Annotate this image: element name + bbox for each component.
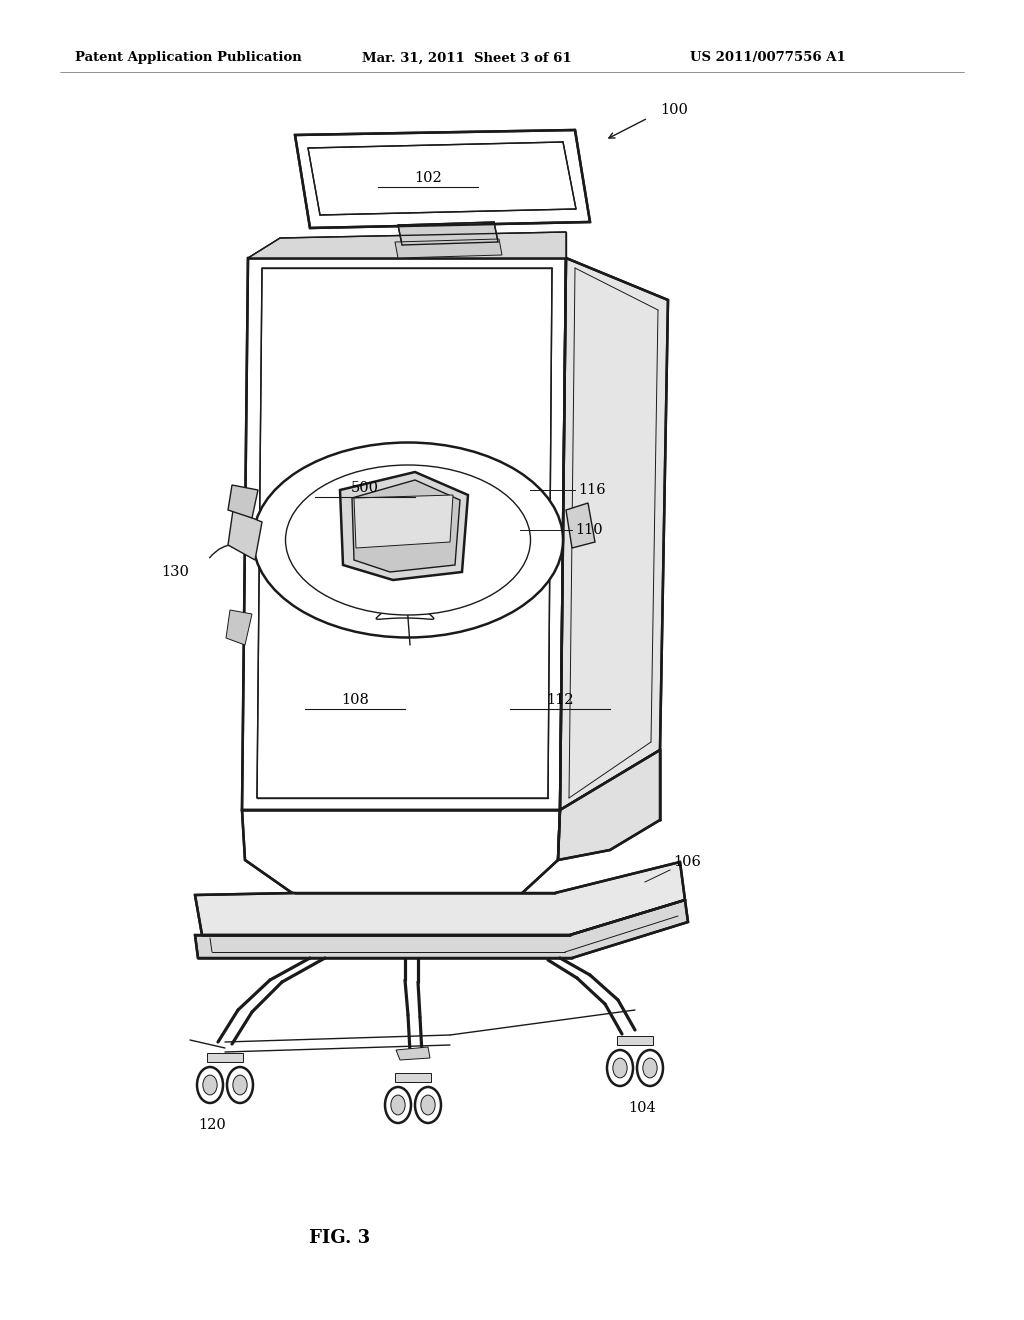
Polygon shape bbox=[228, 484, 258, 517]
Ellipse shape bbox=[286, 465, 530, 615]
Polygon shape bbox=[617, 1036, 653, 1045]
Text: 102: 102 bbox=[414, 172, 442, 185]
Text: 116: 116 bbox=[578, 483, 605, 498]
Polygon shape bbox=[226, 610, 252, 645]
Text: 112: 112 bbox=[546, 693, 573, 708]
Text: 110: 110 bbox=[575, 523, 603, 537]
Ellipse shape bbox=[197, 1067, 223, 1104]
Polygon shape bbox=[398, 222, 498, 246]
Polygon shape bbox=[228, 510, 262, 560]
Ellipse shape bbox=[643, 1059, 657, 1078]
Ellipse shape bbox=[232, 1074, 247, 1094]
Polygon shape bbox=[340, 473, 468, 579]
Polygon shape bbox=[560, 257, 668, 810]
Ellipse shape bbox=[385, 1086, 411, 1123]
Polygon shape bbox=[195, 862, 685, 935]
Text: 108: 108 bbox=[341, 693, 369, 708]
Ellipse shape bbox=[612, 1059, 627, 1078]
Ellipse shape bbox=[637, 1049, 663, 1086]
Ellipse shape bbox=[203, 1074, 217, 1094]
Text: US 2011/0077556 A1: US 2011/0077556 A1 bbox=[690, 51, 846, 65]
Polygon shape bbox=[354, 495, 453, 548]
Polygon shape bbox=[195, 900, 688, 958]
Ellipse shape bbox=[607, 1049, 633, 1086]
Polygon shape bbox=[207, 1052, 243, 1063]
Text: 500: 500 bbox=[351, 480, 379, 495]
Polygon shape bbox=[242, 257, 566, 810]
Text: FIG. 3: FIG. 3 bbox=[309, 1229, 371, 1247]
Text: 106: 106 bbox=[673, 855, 700, 869]
Ellipse shape bbox=[227, 1067, 253, 1104]
Polygon shape bbox=[566, 503, 595, 548]
Polygon shape bbox=[558, 750, 660, 861]
Text: Patent Application Publication: Patent Application Publication bbox=[75, 51, 302, 65]
Polygon shape bbox=[257, 268, 552, 799]
Text: Mar. 31, 2011  Sheet 3 of 61: Mar. 31, 2011 Sheet 3 of 61 bbox=[362, 51, 571, 65]
Polygon shape bbox=[308, 143, 575, 215]
Ellipse shape bbox=[391, 1096, 406, 1115]
Polygon shape bbox=[396, 1047, 430, 1060]
Polygon shape bbox=[352, 480, 460, 572]
Polygon shape bbox=[395, 239, 502, 257]
Ellipse shape bbox=[253, 442, 563, 638]
Text: 100: 100 bbox=[660, 103, 688, 117]
Ellipse shape bbox=[421, 1096, 435, 1115]
Polygon shape bbox=[242, 810, 560, 906]
Polygon shape bbox=[395, 1073, 431, 1082]
Ellipse shape bbox=[415, 1086, 441, 1123]
Text: 104: 104 bbox=[628, 1101, 656, 1115]
Text: 130: 130 bbox=[161, 565, 189, 579]
Text: 120: 120 bbox=[198, 1118, 226, 1133]
Polygon shape bbox=[295, 129, 590, 228]
Polygon shape bbox=[248, 232, 566, 257]
